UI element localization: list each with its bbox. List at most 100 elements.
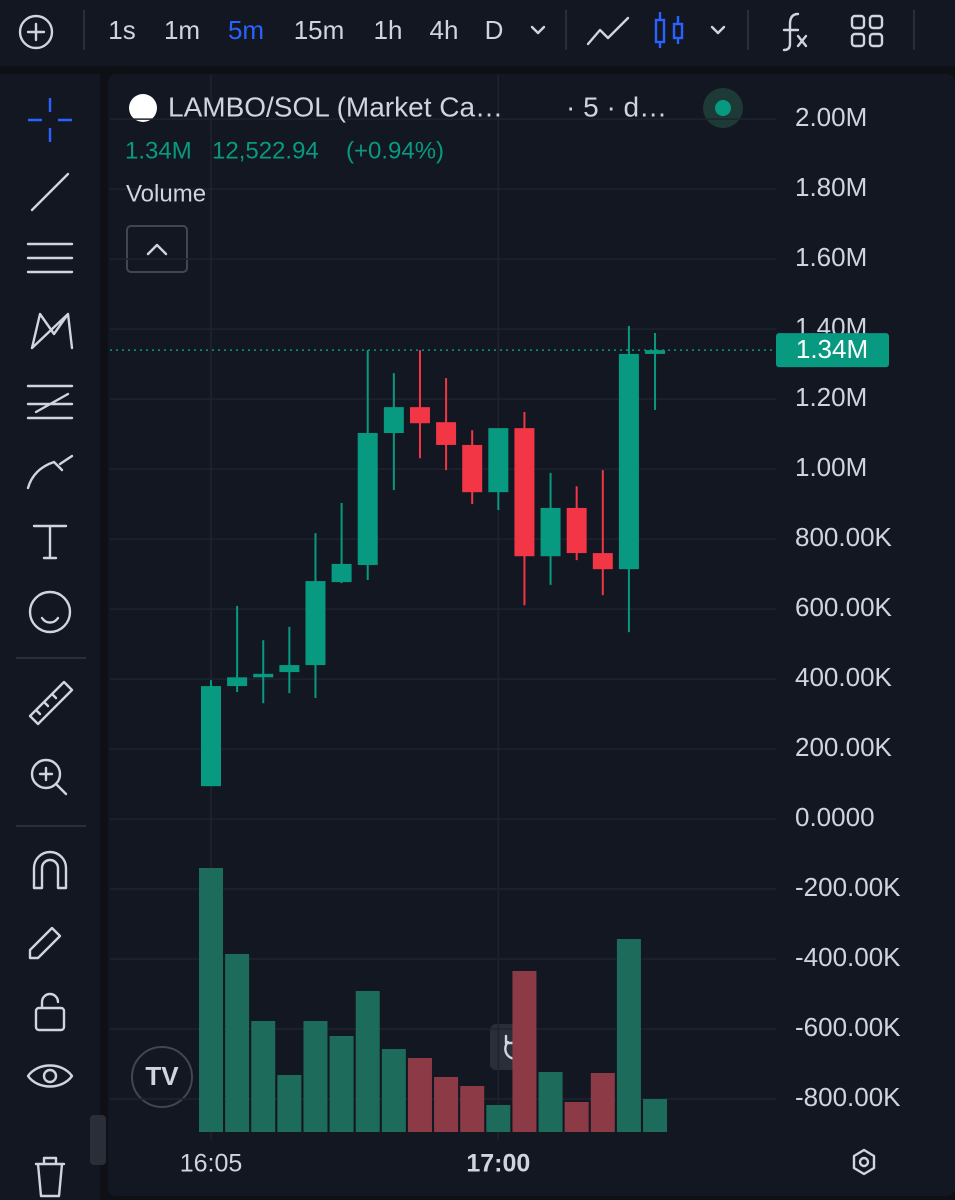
y-tick-label: 600.00K: [795, 592, 893, 622]
magnet-tool[interactable]: [32, 850, 68, 890]
crosshair-tool[interactable]: [28, 98, 72, 142]
trend-line-tool[interactable]: [30, 172, 70, 212]
volume-bar: [225, 954, 250, 1132]
candle-body: [279, 665, 300, 673]
y-tick-label: 200.00K: [795, 732, 893, 762]
drawing-tools: [16, 98, 106, 1198]
collapse-toolbar[interactable]: [90, 1115, 106, 1165]
volume-bar: [643, 1099, 668, 1132]
last-value: 1.34M: [125, 137, 192, 164]
top-bar: [0, 0, 955, 66]
text-tool[interactable]: [32, 524, 68, 560]
interval-menu[interactable]: [530, 25, 546, 35]
interval-button[interactable]: 4h: [430, 15, 459, 45]
y-tick-label: -800.00K: [795, 1082, 901, 1112]
ruler-tool[interactable]: [28, 680, 74, 726]
emoji-tool[interactable]: [28, 590, 72, 634]
volume-bar: [277, 1075, 302, 1132]
volume-bar: [512, 971, 537, 1132]
candle-body: [436, 422, 457, 445]
candle-body: [331, 563, 352, 583]
candle-body: [488, 428, 509, 493]
tv-logo[interactable]: [131, 1046, 193, 1108]
volume-bar: [199, 868, 223, 1132]
candle-body: [305, 581, 326, 666]
volume-bar: [460, 1086, 485, 1132]
candle-body: [540, 507, 561, 557]
volume-bar: [538, 1072, 563, 1132]
last-price-box: [776, 333, 889, 368]
candle-body: [409, 407, 430, 424]
chart-type-menu[interactable]: [710, 25, 726, 35]
y-tick-label: -600.00K: [795, 1012, 901, 1042]
volume-bar: [564, 1102, 589, 1132]
y-tick-label: 1.80M: [795, 172, 867, 202]
settings-icon[interactable]: [852, 1148, 876, 1176]
candle-body: [645, 350, 666, 354]
change-percent: (+0.94%): [346, 137, 444, 164]
interval-button[interactable]: 1m: [164, 15, 200, 45]
interval-button[interactable]: D: [485, 15, 504, 45]
volume-bar: [590, 1073, 615, 1132]
delete-tool[interactable]: [34, 1156, 66, 1198]
volume-bar: [407, 1058, 432, 1132]
candle-body: [383, 407, 404, 434]
interval-title: · 5 · d…: [566, 91, 667, 122]
x-tick-label: 16:05: [180, 1150, 243, 1178]
indicators-icon[interactable]: [782, 12, 808, 52]
pattern-tool[interactable]: [30, 312, 74, 350]
line-chart-icon[interactable]: [586, 16, 630, 46]
interval-button[interactable]: 5m: [228, 15, 264, 45]
interval-button[interactable]: 1s: [108, 15, 135, 45]
brush-tool[interactable]: [26, 454, 74, 490]
interval-button[interactable]: 15m: [294, 15, 345, 45]
y-tick-label: 2.00M: [795, 102, 867, 132]
candle-icon[interactable]: [654, 12, 684, 48]
y-tick-label: 800.00K: [795, 522, 893, 552]
candle-body: [227, 677, 248, 687]
last-price-label: 1.34M: [796, 334, 868, 364]
study-label: Volume: [126, 180, 206, 207]
zoom-tool[interactable]: [30, 758, 62, 790]
change-value: 12,522.94: [212, 137, 319, 164]
svg-text:TV: TV: [145, 1061, 179, 1091]
y-tick-label: 1.60M: [795, 242, 867, 272]
candle-body: [462, 444, 483, 493]
candle-body: [253, 673, 274, 678]
chart-panel: [108, 74, 955, 1196]
y-tick-label: 0.0000: [795, 802, 875, 832]
collapse-legend[interactable]: [126, 225, 188, 273]
candle-body: [514, 428, 535, 557]
volume-bar: [486, 1105, 511, 1132]
y-tick-label: 1.00M: [795, 452, 867, 482]
add-icon[interactable]: [18, 14, 54, 50]
top-icons: [18, 10, 915, 52]
visibility-tool[interactable]: [26, 1064, 74, 1088]
candle-body: [357, 433, 378, 565]
candle-body: [201, 686, 221, 787]
volume-bar: [355, 991, 380, 1132]
lock-tool[interactable]: [34, 1006, 66, 1032]
lock-draw-tool[interactable]: [28, 926, 62, 960]
y-tick-label: -400.00K: [795, 942, 901, 972]
volume-bar: [381, 1049, 406, 1132]
volume-bar: [303, 1021, 328, 1132]
y-tick-label: -200.00K: [795, 872, 901, 902]
volume-bar: [329, 1036, 354, 1132]
symbol-logo: [129, 94, 157, 122]
candle-body: [618, 353, 639, 570]
y-tick-label: 1.20M: [795, 382, 867, 412]
x-tick-label: 17:00: [466, 1150, 530, 1178]
layout-icon[interactable]: [850, 14, 884, 48]
interval-button[interactable]: 1h: [374, 15, 403, 45]
forecast-tool[interactable]: [26, 384, 74, 420]
symbol-title: LAMBO/SOL (Market Ca…: [168, 91, 503, 122]
candle-body: [592, 553, 613, 570]
y-tick-label: 400.00K: [795, 662, 893, 692]
fib-tool[interactable]: [26, 242, 74, 274]
volume-bar: [434, 1077, 459, 1132]
volume-bar: [251, 1021, 276, 1132]
candle-body: [566, 507, 587, 554]
